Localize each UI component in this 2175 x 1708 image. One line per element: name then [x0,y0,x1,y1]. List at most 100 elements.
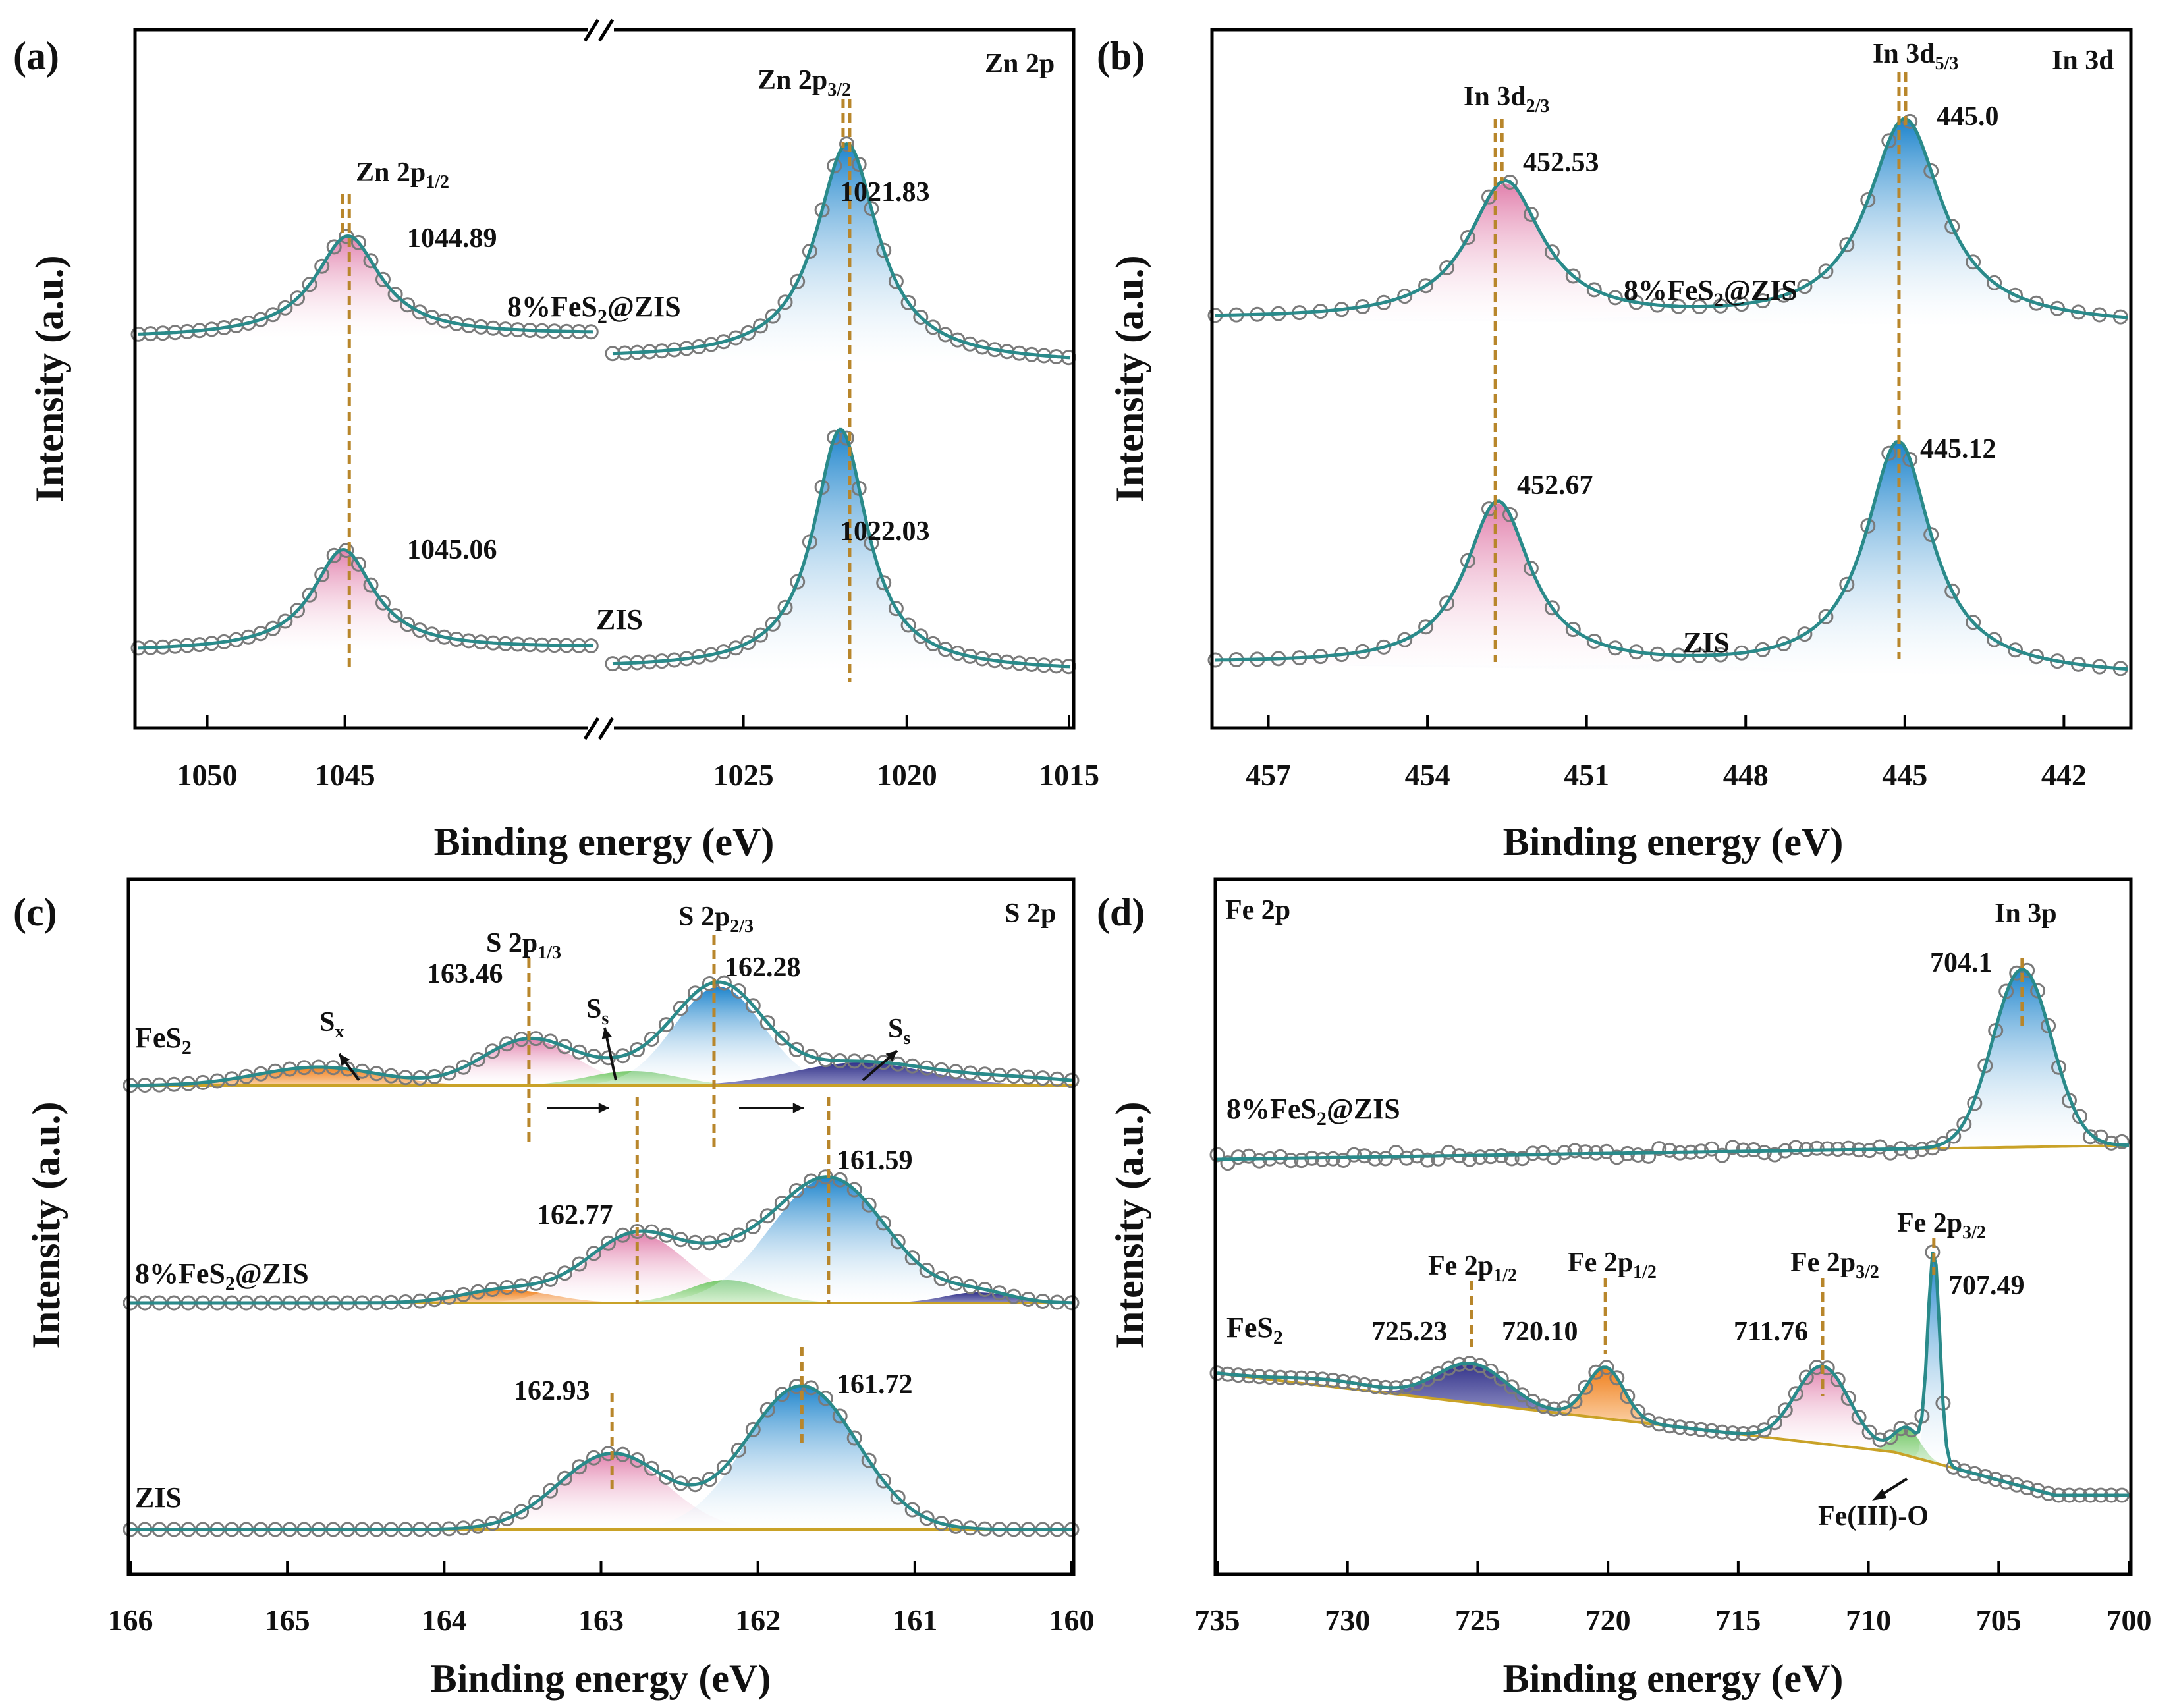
data-point [2029,295,2044,311]
data-point [730,1227,746,1243]
peak-value: 1044.89 [407,223,497,254]
data-point [1883,1429,1898,1445]
data-point [876,575,892,591]
data-point [1397,632,1413,647]
fit-line [1215,117,2128,319]
data-point [1988,1472,2004,1487]
panel-a-ylabel: Intensity (a.u.) [28,255,71,502]
peak-value: 161.59 [837,1145,913,1176]
component-fill [1215,183,2100,326]
data-point [1419,1152,1435,1168]
data-point [888,601,904,617]
data-point [846,1182,862,1198]
x-tick-label: 700 [2106,1603,2152,1637]
data-point [832,1172,848,1188]
data-point [1715,1147,1730,1163]
peak-value: 711.76 [1734,1317,1808,1347]
data-point [788,1183,804,1198]
component-arrow-head [885,1051,897,1062]
data-point [572,1459,587,1475]
peak-value: 707.49 [1948,1271,2025,1301]
panel-d-title: Fe 2p [1225,895,1290,925]
fit-line [130,1175,1072,1305]
fit-line [130,1384,1072,1531]
peak-value: 162.28 [725,952,801,983]
data-point [1462,1151,1477,1167]
peak-value: 445.12 [1920,434,1996,464]
data-point [774,1030,790,1046]
data-point [586,1246,601,1261]
data-point [1946,1128,1962,1144]
data-point [774,1387,790,1402]
data-point [2041,1485,2056,1501]
data-point [1514,1387,1530,1403]
x-tick-label: 1025 [713,758,774,792]
data-point [572,1044,587,1060]
data-point [1861,1424,1877,1440]
data-point [875,1473,891,1489]
data-point [1641,1148,1657,1164]
panel-a-label: (a) [13,34,59,78]
component-fill [688,1062,1032,1086]
panel-a-zn2p: 1050 1045 1025 1020 1015 (a) Zn 2p Zn 2p1/2 … [13,18,1099,864]
series-label-fes2zis: 8%FeS2@ZIS [1624,274,1798,311]
data-point [644,1032,659,1047]
x-tick-label: 1020 [877,758,937,792]
data-point [1578,1144,1593,1160]
x-tick-label: 730 [1325,1603,1370,1637]
data-point [1586,634,1602,649]
data-point [1460,230,1475,245]
data-point [630,1452,645,1468]
peak-value: 161.72 [837,1369,913,1400]
x-tick-label: 162 [735,1603,781,1637]
x-tick-label: 1050 [177,758,238,792]
data-point [1977,1469,1993,1484]
data-point [1502,507,1518,522]
x-tick-label: 166 [108,1603,153,1637]
data-point [1523,207,1539,222]
data-point [400,297,416,313]
component-ss-label: Ss [888,1014,910,1049]
fit-line [138,547,593,650]
component-fill [905,1292,1050,1303]
data-point [753,318,768,334]
data-point [387,608,403,624]
data-point [441,1065,457,1081]
data-point [601,1235,616,1251]
data-point [644,1460,659,1476]
fe-iii-o-label: Fe(III)-O [1818,1501,1929,1531]
panel-b-ticks: 457 454 451 448 445 442 [1246,715,2087,792]
panel-b-xlabel: Binding energy (eV) [1503,820,1844,864]
data-point [290,290,305,306]
component-fill [613,144,1070,364]
data-point [803,1049,819,1064]
component-sx-label: Sx [319,1007,344,1042]
data-point [2020,1480,2035,1496]
data-point [913,310,929,325]
data-point [658,1470,674,1485]
panel-d-label: (d) [1097,891,1145,934]
data-point [400,617,416,632]
data-point [876,242,892,258]
data-point [1935,1136,1951,1151]
data-point [919,1510,935,1526]
data-point [777,294,793,310]
fit-line [612,142,1071,360]
panel-a-xlabel: Binding energy (eV) [434,820,775,864]
panel-c-plot-area [123,935,1080,1537]
data-point [314,258,330,274]
data-point [485,1043,501,1059]
panel-c-ylabel: Intensity (a.u.) [24,1101,68,1348]
data-point [803,1380,819,1396]
series-label-zis: ZIS [596,603,643,636]
component-fill [138,549,593,651]
data-point [1418,278,1434,294]
data-point [543,1271,559,1287]
panel-d-plot-area [1209,958,2130,1503]
axis-break-bottom [583,717,615,740]
data-point [1607,290,1623,306]
component-fill [1554,1367,1656,1425]
data-point [1504,1151,1520,1167]
data-point [456,1059,472,1075]
data-point [1756,1422,1772,1438]
